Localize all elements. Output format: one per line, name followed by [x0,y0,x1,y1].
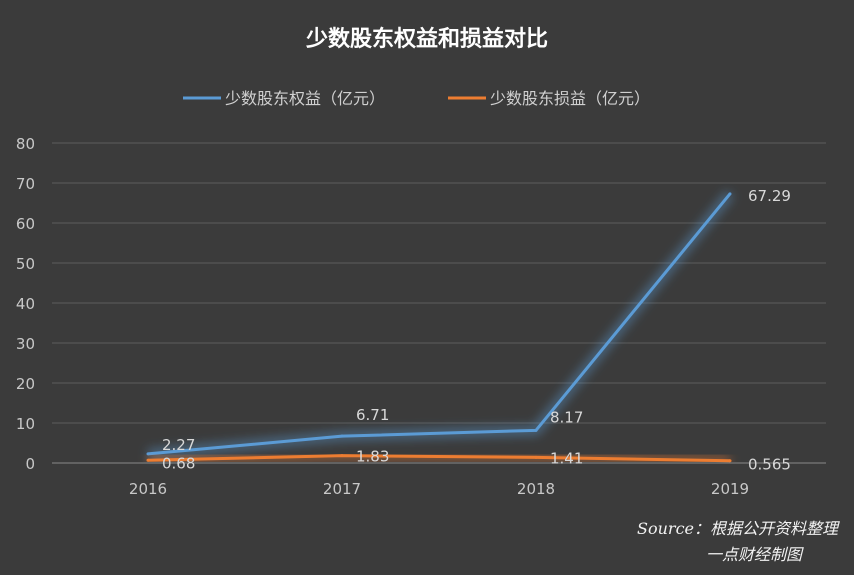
series-1-line [147,454,731,463]
legend: 少数股东权益（亿元） 少数股东损益（亿元） [183,89,650,108]
y-axis-ticks: 0 10 20 30 40 50 60 70 80 [16,135,35,473]
y-tick-label: 10 [16,415,35,433]
credit-note: 一点财经制图 [705,545,802,564]
gridlines [52,142,826,464]
y-tick-label: 50 [16,255,35,273]
y-tick-label: 80 [16,135,35,153]
data-point [340,454,344,458]
series-layer [146,190,734,466]
x-tick-label: 2016 [129,480,167,498]
series-0-glow [147,190,734,459]
data-label: 6.71 [356,406,389,424]
data-label: 1.83 [356,448,389,466]
data-label: 1.41 [550,449,583,467]
data-point [728,459,732,463]
data-point [146,452,150,456]
data-point [728,192,732,196]
chart-title: 少数股东权益和损益对比 [305,26,548,52]
y-tick-label: 70 [16,175,35,193]
y-tick-label: 60 [16,215,35,233]
data-label: 8.17 [550,408,583,426]
y-tick-label: 20 [16,375,35,393]
data-point [340,434,344,438]
data-point [146,458,150,462]
y-tick-label: 30 [16,335,35,353]
data-label: 67.29 [748,187,791,205]
legend-label: 少数股东权益（亿元） [225,89,385,108]
y-tick-label: 0 [25,455,35,473]
legend-label: 少数股东损益（亿元） [490,89,650,108]
x-axis-ticks: 2016 2017 2018 2019 [129,480,749,498]
x-tick-label: 2018 [517,480,555,498]
data-point [534,455,538,459]
y-tick-label: 40 [16,295,35,313]
data-label: 2.27 [162,436,195,454]
data-label: 0.565 [748,456,791,474]
data-point [534,428,538,432]
x-tick-label: 2017 [323,480,361,498]
data-labels: 2.27 6.71 8.17 67.29 0.68 1.83 1.41 0.565 [162,187,791,474]
series-0-line [147,192,732,456]
x-tick-label: 2019 [711,480,749,498]
data-label: 0.68 [162,454,195,472]
source-note: Source：根据公开资料整理 [637,519,838,538]
